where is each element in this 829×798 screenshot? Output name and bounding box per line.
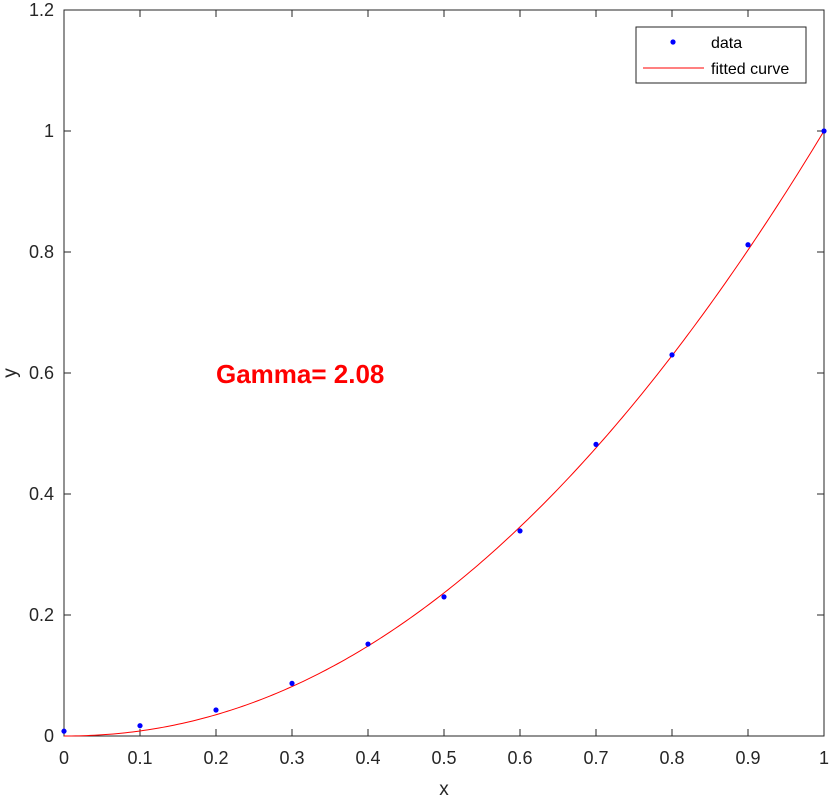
plot-area bbox=[61, 128, 827, 737]
x-tick-label: 0.6 bbox=[507, 748, 532, 768]
y-tick-label: 1 bbox=[44, 121, 54, 141]
axes: 0 0.1 0.2 0.3 0.4 0.5 0.6 0.7 0.8 0.9 1 0 0.2 0.4 0.6 0… bbox=[29, 0, 829, 768]
legend-box bbox=[635, 26, 807, 84]
data-point bbox=[517, 528, 523, 534]
x-tick-label: 0.7 bbox=[583, 748, 608, 768]
legend-fitted-curve-label: fitted curve bbox=[711, 61, 789, 78]
data-point bbox=[61, 728, 67, 734]
x-tick-label: 0.5 bbox=[431, 748, 456, 768]
axes-box bbox=[63, 9, 825, 737]
data-point bbox=[213, 707, 219, 713]
y-tick-label: 0.8 bbox=[29, 242, 54, 262]
data-point bbox=[593, 441, 599, 447]
data-point bbox=[821, 128, 827, 134]
legend-data-label: data bbox=[711, 35, 742, 52]
data-point bbox=[365, 641, 371, 647]
legend: data fitted curve bbox=[635, 26, 807, 84]
data-point bbox=[745, 242, 751, 248]
x-tick-label: 0 bbox=[59, 748, 69, 768]
legend-data-marker bbox=[670, 39, 676, 45]
x-tick-label: 0.4 bbox=[355, 748, 380, 768]
data-point bbox=[289, 680, 295, 686]
data-point bbox=[441, 594, 447, 600]
x-axis-label: x bbox=[439, 779, 449, 798]
x-tick-label: 0.1 bbox=[127, 748, 152, 768]
x-tick-label: 0.2 bbox=[203, 748, 228, 768]
y-tick-label: 0 bbox=[44, 726, 54, 746]
y-tick-label: 0.4 bbox=[29, 484, 54, 504]
gamma-annotation: Gamma= 2.08 bbox=[216, 359, 384, 389]
data-point bbox=[669, 352, 675, 358]
x-tick-label: 0.9 bbox=[735, 748, 760, 768]
data-point bbox=[137, 723, 143, 729]
y-axis-label: y bbox=[0, 368, 21, 378]
fitted-curve-line bbox=[63, 130, 825, 737]
y-tick-label: 0.2 bbox=[29, 605, 54, 625]
x-tick-label: 0.8 bbox=[659, 748, 684, 768]
x-tick-label: 1 bbox=[819, 748, 829, 768]
x-tick-label: 0.3 bbox=[279, 748, 304, 768]
y-tick-label: 0.6 bbox=[29, 363, 54, 383]
y-tick-label: 1.2 bbox=[29, 0, 54, 20]
